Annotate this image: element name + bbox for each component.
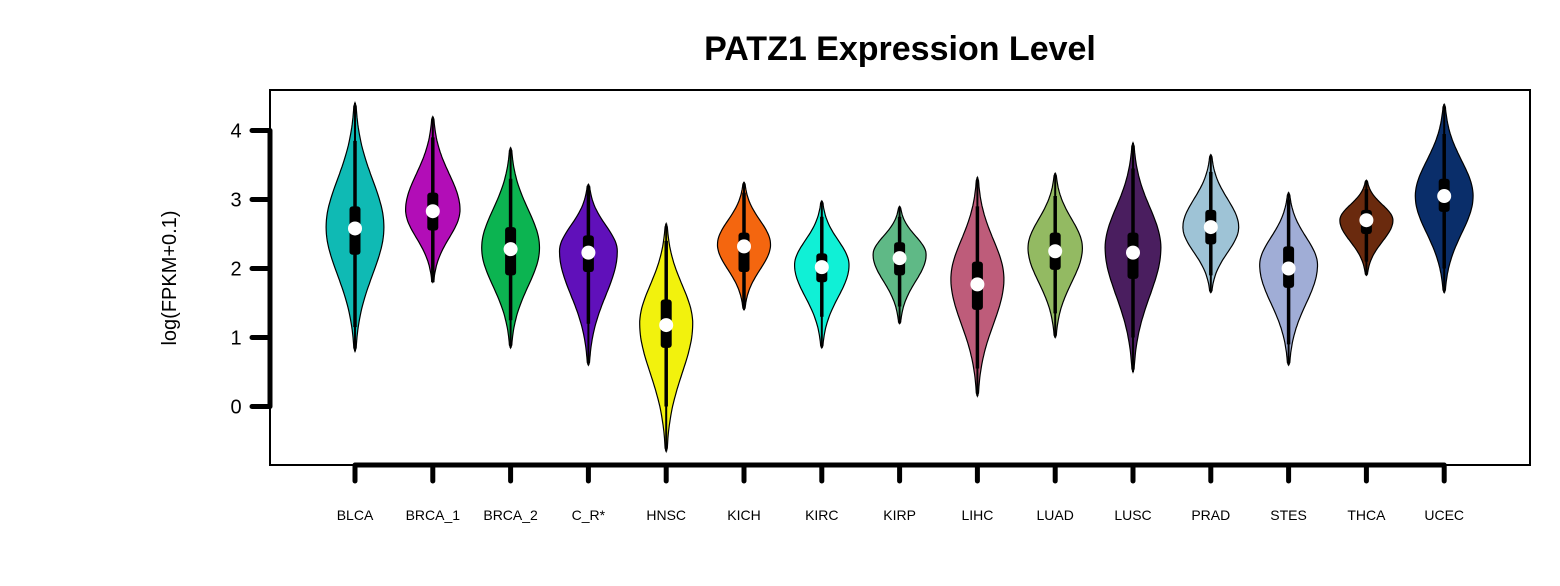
violin-kirc [794,199,850,350]
y-axis-label: log(FPKM+0.1) [159,210,181,345]
violin-ucec [1414,102,1474,295]
violin-median-dot [425,204,440,219]
x-tick-label: HNSC [646,507,686,523]
x-tick-label: BLCA [337,507,374,523]
violin-median-dot [503,242,518,257]
violin-median-dot [659,318,674,333]
violin-lusc [1104,141,1162,374]
violin-brca-2 [481,146,541,350]
violins [325,101,1474,454]
x-tick-label: LUSC [1114,507,1151,523]
violin-luad [1027,171,1084,339]
violin-stes [1259,191,1319,367]
x-tick-label: LIHC [961,507,993,523]
violin-brca-1 [405,115,461,284]
y-tick-label: 4 [230,121,241,143]
violin-median-dot [1437,189,1452,204]
x-tick-label: KIRC [805,507,838,523]
violin-median-dot [737,239,751,254]
chart-title: PATZ1 Expression Level [704,30,1096,68]
x-tick-label: BRCA_2 [483,507,538,523]
y-tick-label: 3 [230,190,241,212]
violin-median-dot [1359,213,1374,228]
violin-prad [1182,153,1240,294]
x-tick-label: UCEC [1424,507,1464,523]
y-tick-label: 1 [230,328,241,350]
violin-median-dot [1048,244,1063,259]
y-tick-label: 2 [230,259,241,281]
y-tick-label: 0 [230,397,241,419]
violin-hnsc [639,221,694,454]
violin-median-dot [348,221,362,236]
x-tick-label: BRCA_1 [406,507,461,523]
violin-blca [325,101,385,354]
x-tick-label: LUAD [1037,507,1074,523]
x-tick-label: STES [1270,507,1307,523]
x-tick-label: C_R* [572,507,606,523]
x-tick-label: KIRP [883,507,916,523]
x-tick-label: KICH [727,507,760,523]
violin-median-dot [970,277,985,292]
violin-kirp [872,205,927,325]
violin-median-dot [581,245,596,260]
violin-thca [1339,179,1394,277]
x-axis: BLCA BRCA_1 BRCA_2 C_R* HNSC KICH KIRC KIRP LIHC… [337,462,1464,523]
violin-median-dot [1126,245,1140,260]
x-tick-label: PRAD [1191,507,1230,523]
violin-median-dot [814,260,829,275]
y-axis: 0 1 2 3 4 [230,121,273,419]
violin-kich [716,181,772,312]
violin-median-dot [1281,261,1296,276]
violin-median-dot [1203,220,1218,235]
violin-lihc [950,175,1005,398]
x-tick-label: THCA [1347,507,1386,523]
violin-median-dot [892,251,907,266]
violin-c-r- [558,182,618,367]
